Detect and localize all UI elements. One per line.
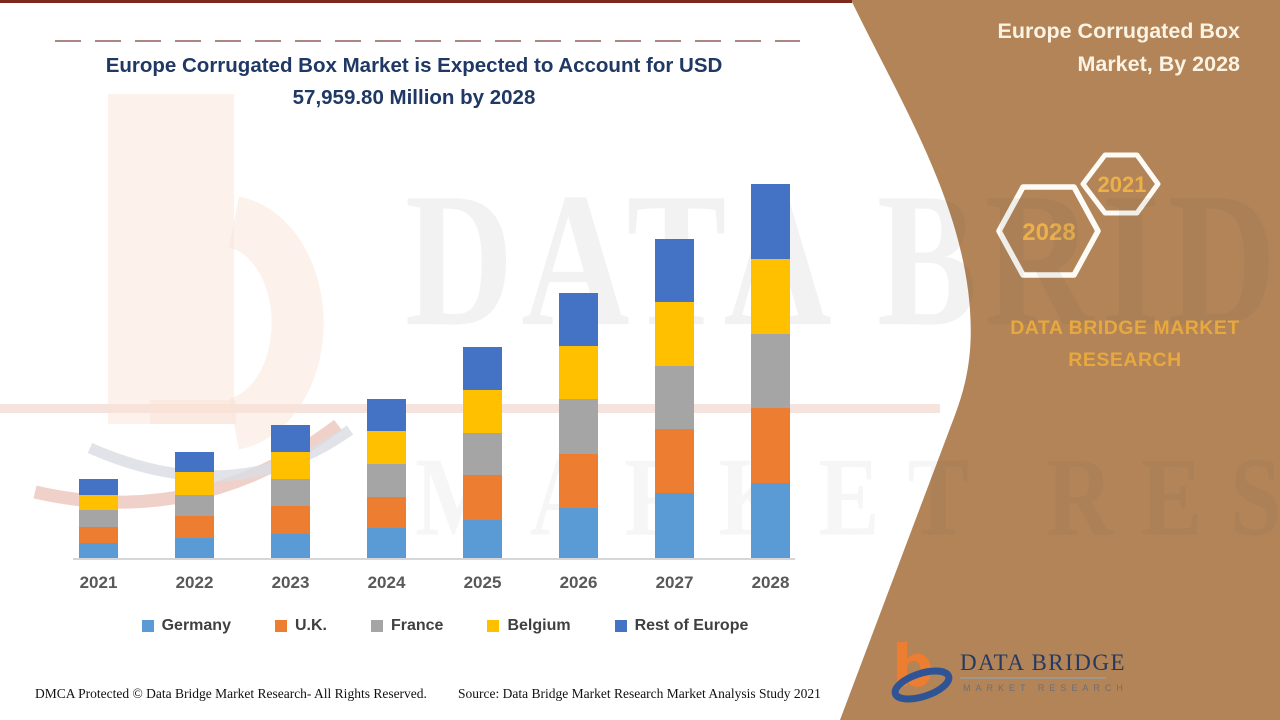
x-axis-label-2027: 2027 (655, 573, 694, 592)
bar-segment-france (271, 479, 310, 506)
bar-segment-rest-of-europe (271, 425, 310, 453)
x-axis-label-2022: 2022 (175, 573, 214, 592)
bar-segment-belgium (175, 472, 214, 496)
logo-subtitle: MARKET RESEARCH (963, 683, 1128, 693)
x-axis-label-2024: 2024 (367, 573, 406, 592)
bar-segment-u-k- (559, 454, 598, 509)
brand-text: DATA BRIDGE MARKET RESEARCH (1010, 317, 1240, 371)
legend-label: U.K. (294, 617, 327, 634)
bar-segment-germany (463, 520, 502, 559)
bar-2024 (367, 399, 406, 559)
bar-segment-rest-of-europe (559, 293, 598, 347)
bar-segment-rest-of-europe (463, 347, 502, 391)
bar-segment-france (175, 495, 214, 517)
bar-segment-u-k- (751, 408, 790, 484)
bar-segment-belgium (367, 431, 406, 465)
bar-segment-germany (271, 534, 310, 559)
legend: Germany U.K. France Belgium Rest of Europe (45, 617, 845, 635)
bar-segment-france (79, 510, 118, 528)
bar-segment-belgium (79, 495, 118, 511)
legend-swatch-icon (274, 620, 287, 632)
data-bridge-logo: b DATA BRIDGE MARKET RESEARCH (891, 632, 1128, 703)
x-axis-label-2028: 2028 (751, 573, 790, 592)
bar-segment-germany (367, 528, 406, 559)
x-axis-label-2026: 2026 (559, 573, 598, 592)
source-text: Source: Data Bridge Market Research Mark… (458, 686, 821, 701)
bar-segment-u-k- (655, 429, 694, 494)
bar-segment-u-k- (367, 497, 406, 529)
legend-swatch-icon (370, 620, 383, 632)
legend-item-belgium: Belgium (487, 617, 571, 635)
chart-title-line2: 57,959.80 Million by 2028 (292, 86, 536, 109)
top-accent-line (0, 0, 852, 3)
x-axis-label-2021: 2021 (79, 573, 118, 592)
bar-2028 (751, 184, 790, 559)
legend-item-rest-of-europe: Rest of Europe (614, 617, 749, 635)
watermark-text-1: DATA BRIDGE (405, 153, 1280, 367)
bar-segment-germany (655, 493, 694, 559)
x-axis-label-2023: 2023 (271, 573, 310, 592)
bar-segment-rest-of-europe (367, 399, 406, 432)
bar-segment-u-k- (463, 475, 502, 520)
legend-label: Germany (161, 617, 231, 634)
bar-2023 (271, 425, 310, 559)
legend-item-germany: Germany (141, 617, 231, 635)
logo-swoosh-icon (891, 667, 953, 703)
hexagon-2028-label: 2028 (1022, 219, 1075, 246)
legend-item-france: France (370, 617, 444, 635)
legend-swatch-icon (487, 620, 500, 632)
legend-label: Rest of Europe (634, 617, 749, 634)
bar-segment-rest-of-europe (655, 239, 694, 303)
bar-segment-germany (751, 483, 790, 559)
dashed-accent-line (55, 40, 800, 42)
legend-swatch-icon (141, 620, 154, 632)
legend-item-u-k-: U.K. (274, 617, 327, 635)
bar-2021 (79, 479, 118, 559)
bar-segment-rest-of-europe (79, 479, 118, 496)
bar-segment-rest-of-europe (751, 184, 790, 260)
bar-segment-belgium (559, 346, 598, 400)
legend-label: France (390, 617, 444, 634)
bar-segment-germany (559, 508, 598, 559)
bar-segment-france (559, 399, 598, 455)
bar-2025 (463, 347, 502, 559)
bar-segment-rest-of-europe (175, 452, 214, 473)
dmca-text: DMCA Protected © Data Bridge Market Rese… (35, 686, 427, 701)
hexagon-2021-icon (1080, 152, 1161, 216)
chart-title: Europe Corrugated Box Market is Expected… (68, 50, 760, 114)
x-axis-line (73, 558, 795, 560)
bar-2022 (175, 452, 214, 559)
legend-label: Belgium (507, 617, 571, 634)
bar-segment-germany (79, 543, 118, 559)
bar-segment-germany (175, 538, 214, 559)
bar-2026 (559, 293, 598, 559)
logo-name: DATA BRIDGE (960, 650, 1126, 675)
bar-segment-u-k- (175, 516, 214, 539)
panel-title: Europe Corrugated Box Market, By 2028 (910, 15, 1241, 81)
bar-segment-belgium (463, 390, 502, 434)
bar-segment-u-k- (79, 527, 118, 544)
side-panel-shape (840, 0, 1280, 720)
bar-segment-france (463, 433, 502, 476)
bar-segment-france (367, 464, 406, 498)
bar-2027 (655, 239, 694, 559)
bar-segment-france (655, 366, 694, 430)
panel-title-line1: Europe Corrugated Box (997, 19, 1241, 43)
chart-title-line1: Europe Corrugated Box Market is Expected… (105, 54, 723, 77)
bar-segment-belgium (271, 452, 310, 480)
hexagon-2028-icon (996, 184, 1101, 278)
bar-segment-belgium (655, 302, 694, 367)
bar-segment-france (751, 334, 790, 409)
bar-segment-u-k- (271, 506, 310, 534)
bar-segment-belgium (751, 259, 790, 335)
x-axis-label-2025: 2025 (463, 573, 502, 592)
legend-swatch-icon (614, 620, 627, 632)
panel-title-line2: Market, By 2028 (1077, 52, 1240, 76)
hexagon-2021-label: 2021 (1098, 172, 1147, 197)
